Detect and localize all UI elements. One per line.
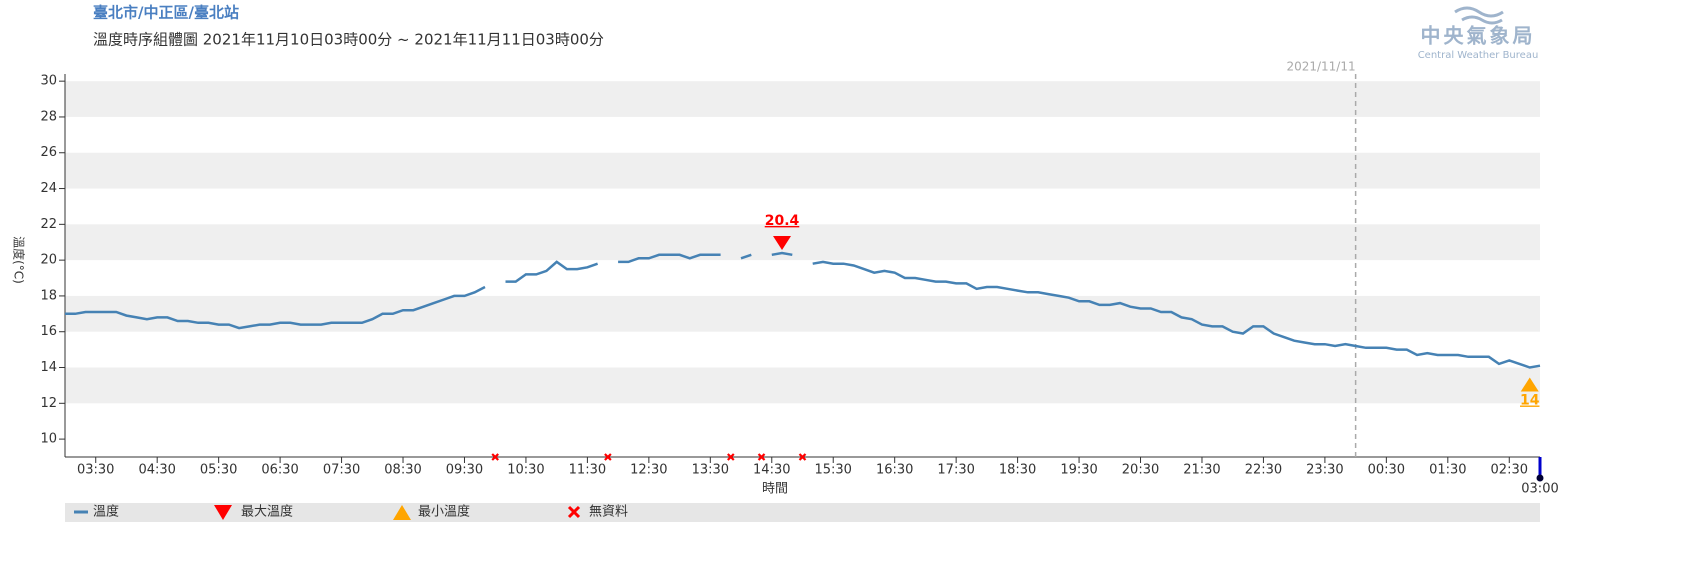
x-tick-label: 01:30	[1429, 463, 1466, 478]
x-tick-label: 21:30	[1183, 463, 1220, 478]
legend-max	[214, 505, 232, 520]
grid-band	[65, 81, 1540, 117]
x-tick-label: 18:30	[999, 463, 1036, 478]
logo-text: 中央氣象局	[1421, 24, 1536, 48]
x-tick-label: 00:30	[1368, 463, 1405, 478]
x-tick-label: 02:30	[1491, 463, 1528, 478]
x-tick-label: 03:00	[1521, 482, 1558, 497]
temperature-line	[65, 251, 1541, 369]
logo-subtext: Central Weather Bureau	[1418, 50, 1539, 61]
grid-band	[65, 295, 1540, 332]
max-marker	[773, 235, 792, 250]
min-label: 14	[1520, 393, 1540, 409]
end-marker-dot	[1536, 474, 1544, 482]
x-tick-label: 20:30	[1122, 463, 1159, 478]
missing-marker	[757, 453, 766, 461]
y-axis-label: 溫度(°C)	[12, 236, 27, 284]
legend-label: 最大溫度	[241, 504, 293, 520]
x-tick-label: 12:30	[630, 463, 667, 478]
x-tick-label: 22:30	[1245, 463, 1282, 478]
legend-label: 最小溫度	[418, 504, 470, 520]
legend-label: 無資料	[589, 505, 628, 520]
y-tick-label: 26	[40, 145, 57, 160]
logo-icon	[1454, 6, 1504, 25]
x-axis-label: 時間	[762, 482, 788, 497]
y-tick-label: 12	[40, 396, 57, 411]
x-tick-label: 10:30	[507, 463, 544, 478]
x-tick-label: 19:30	[1060, 463, 1097, 478]
chart-title: 臺北市/中正區/臺北站	[93, 4, 239, 22]
y-tick-label: 28	[40, 109, 57, 124]
x-tick-label: 07:30	[323, 463, 360, 478]
legend-missing	[567, 505, 581, 519]
missing-marker	[727, 453, 735, 461]
x-tick-label: 06:30	[261, 463, 298, 478]
x-tick-label: 09:30	[446, 463, 483, 478]
x-tick-label: 13:30	[692, 463, 729, 478]
x-tick-label: 03:30	[77, 463, 114, 478]
x-tick-label: 23:30	[1306, 463, 1343, 478]
y-tick-label: 14	[40, 360, 57, 375]
grid-band	[65, 152, 1540, 189]
min-marker	[1520, 377, 1539, 392]
legend-label: 溫度	[93, 504, 119, 520]
x-tick-label: 14:30	[753, 463, 790, 478]
x-tick-label: 17:30	[937, 463, 974, 478]
y-tick-label: 30	[40, 74, 57, 89]
grid-band	[65, 367, 1540, 404]
y-tick-label: 10	[40, 432, 57, 447]
y-tick-label: 20	[40, 253, 57, 268]
y-tick-label: 18	[40, 288, 57, 303]
x-tick-label: 04:30	[138, 463, 175, 478]
x-tick-label: 15:30	[814, 463, 851, 478]
missing-marker	[604, 453, 612, 461]
grid-band	[65, 224, 1540, 261]
y-tick-label: 22	[40, 217, 57, 232]
legend-background	[65, 503, 1540, 522]
date-line-label: 2021/11/11	[1286, 60, 1355, 74]
max-label: 20.4	[765, 213, 800, 229]
x-tick-label: 11:30	[569, 463, 606, 478]
y-tick-label: 16	[40, 324, 57, 339]
legend-min	[393, 505, 411, 520]
missing-marker	[798, 453, 807, 461]
x-tick-label: 08:30	[384, 463, 421, 478]
x-tick-label: 16:30	[876, 463, 913, 478]
missing-marker	[491, 453, 499, 461]
chart-subtitle: 溫度時序組體圖 2021年11月10日03時00分 ~ 2021年11月11日0…	[93, 31, 604, 49]
x-tick-label: 05:30	[200, 463, 237, 478]
y-tick-label: 24	[40, 181, 57, 196]
